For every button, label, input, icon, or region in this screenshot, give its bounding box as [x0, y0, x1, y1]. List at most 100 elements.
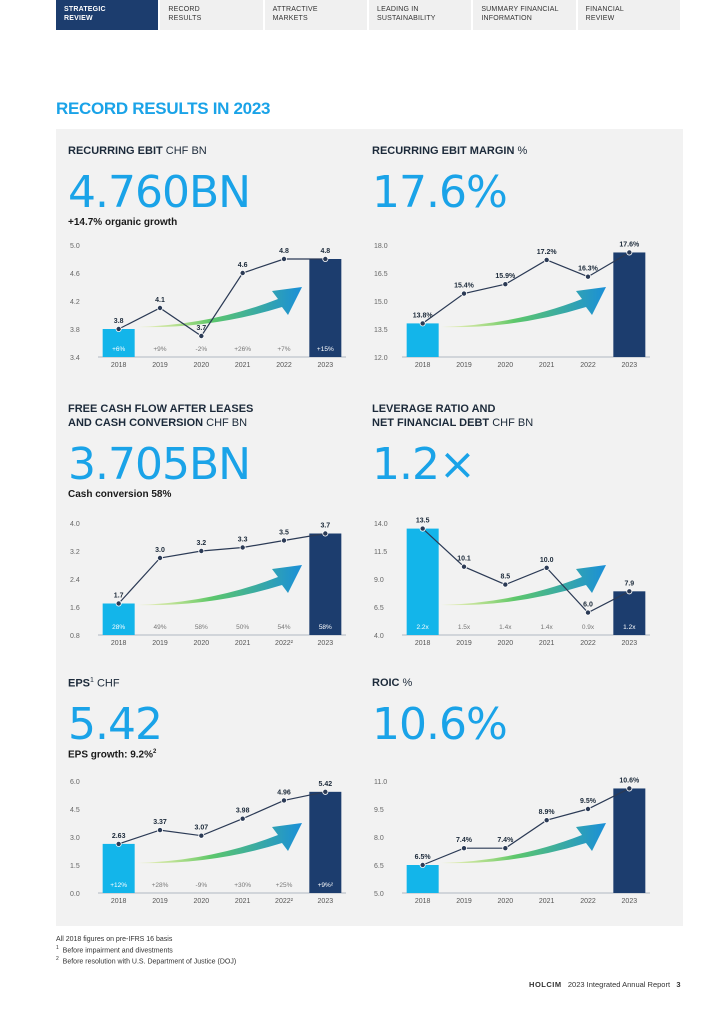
data-point — [280, 537, 287, 544]
x-tick-label: 2019 — [152, 640, 168, 647]
x-tick-label: 2022 — [580, 898, 596, 905]
nav-tab-summary-financial[interactable]: SUMMARY FINANCIAL INFORMATION — [473, 0, 576, 30]
data-label: 3.7 — [320, 523, 330, 530]
y-tick-label: 18.0 — [374, 243, 388, 250]
bottom-label: 58% — [195, 624, 208, 631]
y-tick-label: 4.0 — [374, 633, 384, 640]
nav-tab-attractive-markets[interactable]: ATTRACTIVE MARKETS — [264, 0, 367, 30]
data-label: 5.42 — [319, 781, 333, 788]
data-point — [280, 255, 287, 262]
x-tick-label: 2021 — [235, 362, 251, 369]
series-line — [422, 528, 630, 614]
chart-margin: 18.0 16.5 15.0 13.5 12.0 13.8% 15.4% 15.9% 17.2%… — [374, 241, 650, 369]
bottom-label: 2.2x — [417, 624, 430, 631]
data-label: 3.37 — [153, 819, 167, 826]
bottom-label: 1.4x — [541, 624, 554, 631]
data-label: 3.98 — [236, 808, 250, 815]
trend-arrow — [440, 565, 606, 606]
series-line — [118, 258, 326, 337]
bar — [102, 329, 135, 357]
chart-leverage: 14.0 11.5 9.0 6.5 4.0 13.5 10.1 8.5 10.0 6.0 7.9 2.… — [374, 518, 650, 647]
report-name: 2023 Integrated Annual Report — [567, 980, 671, 989]
data-point — [626, 249, 633, 256]
bottom-label: -2% — [196, 346, 208, 353]
data-label: 3.2 — [196, 540, 206, 547]
data-point — [543, 256, 550, 263]
data-point — [157, 305, 164, 312]
bar — [102, 843, 135, 893]
kpi-value: 5.42 — [68, 699, 163, 751]
data-label: 4.8 — [279, 248, 289, 255]
bar — [309, 533, 342, 635]
kpi-subtitle: EPS growth: 9.2%2 — [68, 749, 157, 761]
y-tick-label: 3.2 — [70, 549, 80, 556]
y-tick-label: 14.0 — [374, 521, 388, 528]
bottom-label: 1.5x — [458, 624, 471, 631]
data-label: 7.4% — [456, 837, 473, 844]
x-tick-label: 2023 — [318, 640, 334, 647]
y-tick-label: 9.5 — [374, 807, 384, 814]
y-tick-label: 3.8 — [70, 327, 80, 334]
x-tick-label: 2021 — [539, 640, 555, 647]
x-tick-label: 2022 — [580, 640, 596, 647]
data-label: 1.7 — [114, 593, 124, 600]
data-label: 6.5% — [415, 854, 432, 861]
footnote: All 2018 figures on pre-IFRS 16 basis — [56, 936, 173, 943]
x-tick-label: 2022 — [276, 362, 292, 369]
nav-tab-strategic-review[interactable]: STRATEGIC REVIEW — [56, 0, 159, 30]
x-tick-label: 2023 — [318, 898, 334, 905]
nav-label: INFORMATION — [481, 14, 532, 22]
kpi-value: 1.2× — [372, 438, 476, 490]
data-point — [157, 555, 164, 562]
nav-tab-record-results[interactable]: RECORD RESULTS — [160, 0, 263, 30]
series-line — [118, 532, 326, 604]
x-tick-label: 2018 — [111, 898, 127, 905]
bottom-label: +15% — [317, 346, 334, 353]
nav-label: STRATEGIC — [64, 6, 106, 13]
y-tick-label: 5.0 — [374, 891, 384, 898]
nav-label: ATTRACTIVE — [272, 6, 318, 13]
trend-arrow — [136, 287, 302, 328]
y-tick-label: 16.5 — [374, 271, 388, 278]
data-label: 3.3 — [238, 537, 248, 544]
nav-tab-financial-review[interactable]: FINANCIAL REVIEW — [577, 0, 680, 30]
bar — [406, 323, 439, 357]
data-label: 17.2% — [537, 249, 558, 256]
kpi-value: 4.760BN — [68, 166, 251, 218]
trend-arrow — [136, 565, 302, 606]
kpi-margin: RECURRING EBIT MARGIN % 17.6% — [372, 145, 527, 215]
x-tick-label: 2019 — [152, 362, 168, 369]
bottom-label: +12% — [110, 882, 127, 889]
data-label: 13.5 — [416, 518, 430, 525]
data-label: 7.9 — [624, 580, 634, 587]
kpi-subtitle: Cash conversion 58% — [68, 488, 172, 500]
data-point — [115, 600, 122, 607]
x-tick-label: 2022² — [275, 640, 294, 647]
bar — [613, 591, 646, 635]
bar — [613, 788, 646, 893]
nav-label: REVIEW — [585, 14, 615, 22]
nav-tab-sustainability[interactable]: LEADING IN SUSTAINABILITY — [368, 0, 472, 30]
x-tick-label: 2020 — [194, 362, 210, 369]
bottom-label: +25% — [276, 882, 293, 889]
x-tick-label: 2021 — [235, 898, 251, 905]
y-tick-label: 4.6 — [70, 271, 80, 278]
data-point — [502, 581, 509, 588]
y-tick-label: 1.5 — [70, 863, 80, 870]
data-point — [115, 326, 122, 333]
nav-label: MARKETS — [272, 14, 308, 22]
data-label: 13.8% — [413, 312, 434, 319]
x-tick-label: 2020 — [194, 898, 210, 905]
trend-arrow — [440, 823, 606, 864]
data-point — [198, 832, 205, 839]
x-tick-label: 2023 — [318, 362, 334, 369]
data-point — [115, 840, 122, 847]
y-tick-label: 15.0 — [374, 299, 388, 306]
x-tick-label: 2023 — [622, 362, 638, 369]
data-label: 3.07 — [195, 825, 209, 832]
bottom-label: 49% — [153, 624, 166, 631]
y-tick-label: 13.5 — [374, 327, 388, 334]
data-point — [461, 290, 468, 297]
data-label: 3.5 — [279, 530, 289, 537]
data-point — [584, 806, 591, 813]
